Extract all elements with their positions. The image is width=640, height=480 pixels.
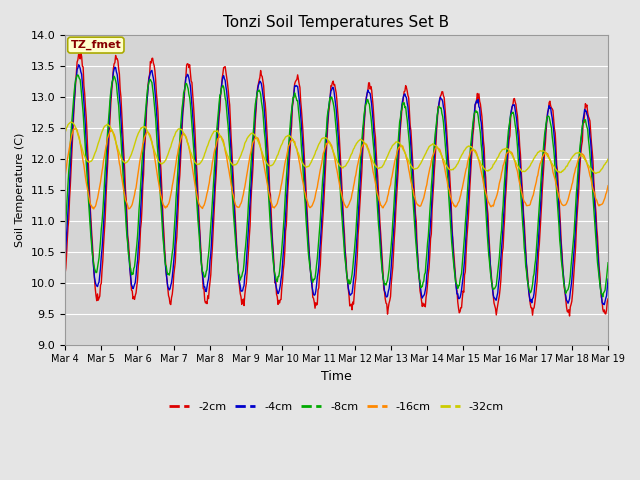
Legend: -2cm, -4cm, -8cm, -16cm, -32cm: -2cm, -4cm, -8cm, -16cm, -32cm bbox=[165, 397, 508, 416]
Text: TZ_fmet: TZ_fmet bbox=[70, 40, 121, 50]
Y-axis label: Soil Temperature (C): Soil Temperature (C) bbox=[15, 133, 25, 247]
X-axis label: Time: Time bbox=[321, 370, 352, 383]
Title: Tonzi Soil Temperatures Set B: Tonzi Soil Temperatures Set B bbox=[223, 15, 450, 30]
